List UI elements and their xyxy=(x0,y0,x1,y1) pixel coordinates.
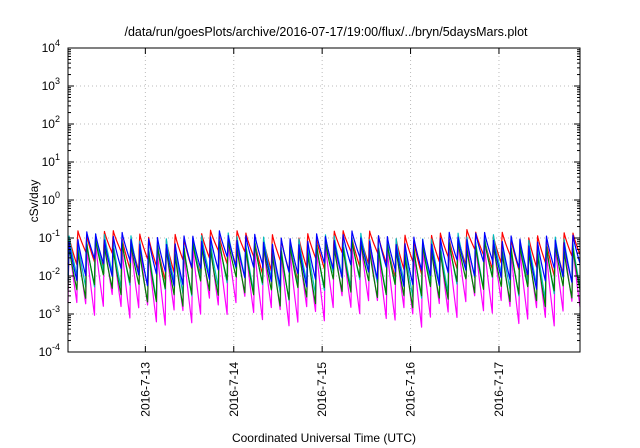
y-tick-label: 102 xyxy=(42,114,60,131)
x-tick-label: 2016-7-15 xyxy=(315,362,329,417)
x-tick-label: 2016-7-13 xyxy=(138,362,152,417)
x-tick-label: 2016-7-14 xyxy=(227,362,241,417)
y-axis-label: cSv/day xyxy=(27,180,41,223)
y-tick-label: 10-1 xyxy=(39,228,60,245)
plot-area xyxy=(67,229,581,328)
x-tick-labels: 2016-7-13 2016-7-14 2016-7-15 2016-7-16 2016… xyxy=(138,362,506,417)
x-tick-label: 2016-7-17 xyxy=(492,362,506,417)
y-tick-label: 10-2 xyxy=(39,266,60,283)
series-line-5 xyxy=(67,230,581,290)
y-tick-labels: 10-4 10-3 10-2 10-1 100 101 102 103 104 xyxy=(39,38,60,359)
y-tick-label: 104 xyxy=(42,38,60,55)
series-line-4 xyxy=(67,238,581,309)
x-axis-label: Coordinated Universal Time (UTC) xyxy=(232,431,416,445)
y-tick-label: 101 xyxy=(42,152,60,169)
tick-marks xyxy=(68,47,580,353)
y-tick-label: 103 xyxy=(42,76,60,93)
chart-title: /data/run/goesPlots/archive/2016-07-17/1… xyxy=(124,25,528,39)
y-tick-label: 10-4 xyxy=(39,342,60,359)
x-tick-label: 2016-7-16 xyxy=(404,362,418,417)
y-tick-label: 10-3 xyxy=(39,304,60,321)
y-tick-label: 100 xyxy=(42,190,60,207)
